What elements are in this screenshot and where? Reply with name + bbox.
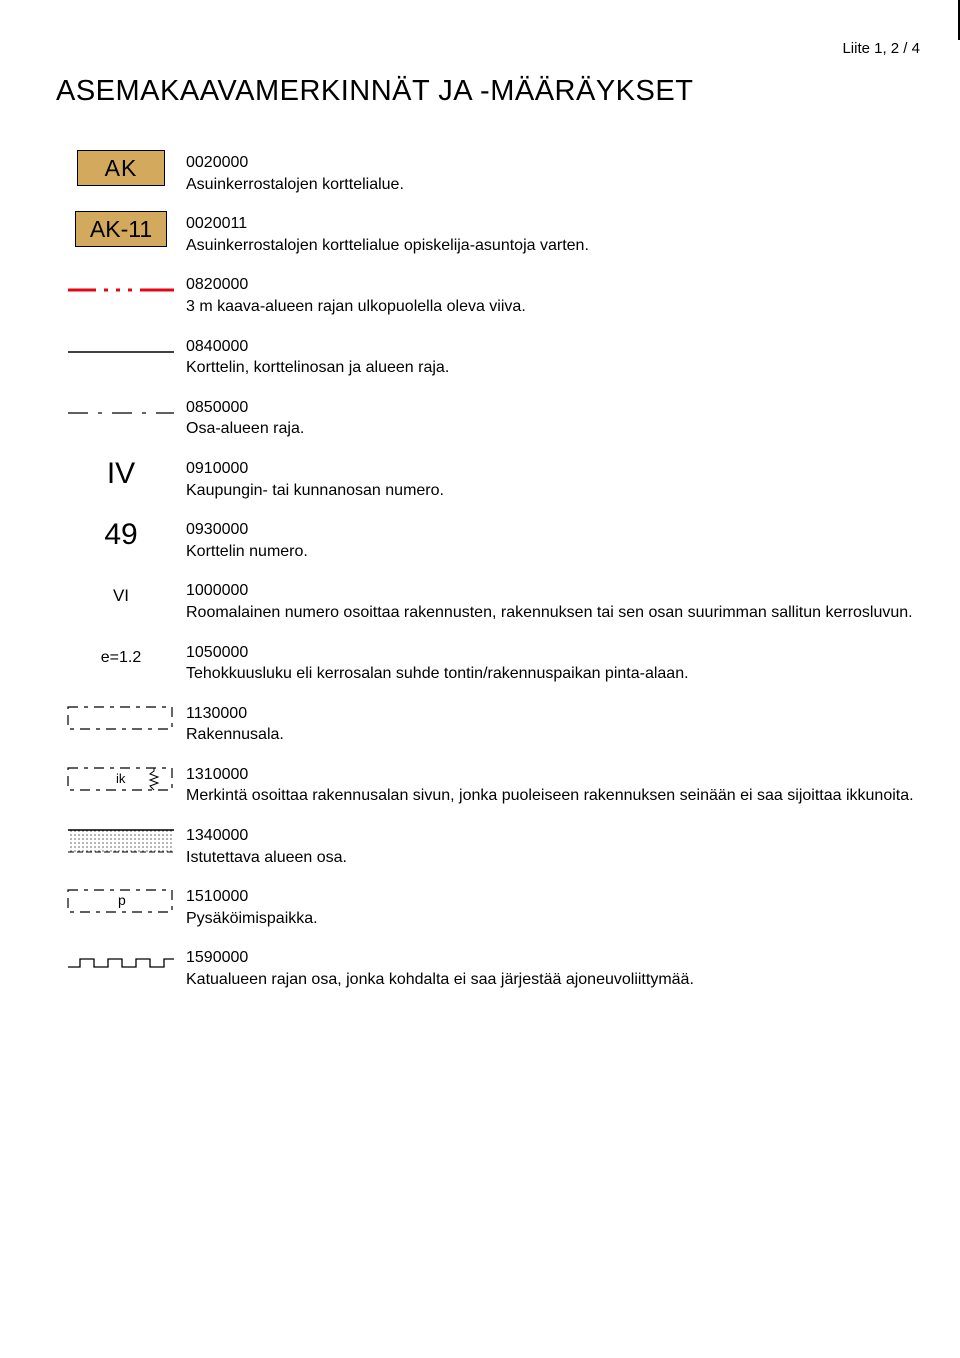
legend-code: 1590000: [186, 947, 916, 969]
legend-row: AK 0020000 Asuinkerrostalojen korttelial…: [56, 150, 916, 195]
symbol-box: AK-11: [75, 211, 167, 247]
legend-desc: Kaupungin- tai kunnanosan numero.: [186, 480, 916, 502]
legend-desc: Merkintä osoittaa rakennusalan sivun, jo…: [186, 785, 916, 807]
legend-row: 1590000 Katualueen rajan osa, jonka kohd…: [56, 945, 916, 990]
symbol-box: AK: [77, 150, 165, 186]
legend-code: 1050000: [186, 642, 916, 664]
legend-row: IV 0910000 Kaupungin- tai kunnanosan num…: [56, 456, 916, 501]
symbol-efficiency-ratio: e=1.2: [56, 640, 186, 676]
dotted-hatch-icon: [66, 826, 176, 856]
symbol-number-49: 49: [56, 517, 186, 553]
legend-row: 1340000 Istutettava alueen osa.: [56, 823, 916, 868]
symbol-ik-box: ik: [56, 762, 186, 798]
legend-desc: Istutettava alueen osa.: [186, 847, 916, 869]
legend-code: 0910000: [186, 458, 916, 480]
legend-row: p 1510000 Pysäköimispaikka.: [56, 884, 916, 929]
legend-desc: Osa-alueen raja.: [186, 418, 916, 440]
legend-text: 1510000 Pysäköimispaikka.: [186, 884, 916, 929]
symbol-ak-box: AK: [56, 150, 186, 186]
legend-code: 0020011: [186, 213, 916, 235]
legend-row: 0840000 Korttelin, korttelinosan ja alue…: [56, 334, 916, 379]
symbol-label: AK-11: [90, 216, 152, 243]
castellated-line-icon: [66, 953, 176, 973]
parking-box-icon: p: [66, 887, 176, 917]
legend-code: 0930000: [186, 519, 916, 541]
legend-desc: Roomalainen numero osoittaa rakennusten,…: [186, 602, 916, 624]
symbol-label: e=1.2: [101, 649, 141, 667]
legend-code: 1510000: [186, 886, 916, 908]
ik-box-icon: ik: [66, 765, 176, 795]
legend-text: 0020000 Asuinkerrostalojen korttelialue.: [186, 150, 916, 195]
legend-text: 0840000 Korttelin, korttelinosan ja alue…: [186, 334, 916, 379]
legend-row: ik 1310000 Merkintä osoittaa rakennusala…: [56, 762, 916, 807]
legend-desc: 3 m kaava-alueen rajan ulkopuolella olev…: [186, 296, 916, 318]
legend-code: 0820000: [186, 274, 916, 296]
legend-desc: Asuinkerrostalojen korttelialue.: [186, 174, 916, 196]
symbol-label: AK: [105, 155, 138, 182]
symbol-parking-box: p: [56, 884, 186, 920]
legend-code: 1340000: [186, 825, 916, 847]
symbol-castellated-line: [56, 945, 186, 981]
legend-desc: Rakennusala.: [186, 724, 916, 746]
legend-desc: Pysäköimispaikka.: [186, 908, 916, 930]
symbol-dash-dot-line: [56, 395, 186, 431]
legend-text: 1590000 Katualueen rajan osa, jonka kohd…: [186, 945, 916, 990]
legend-text: 0850000 Osa-alueen raja.: [186, 395, 916, 440]
symbol-dashed-box: [56, 701, 186, 737]
page-title: ASEMAKAAVAMERKINNÄT JA -MÄÄRÄYKSET: [56, 75, 693, 108]
symbol-red-dashdot-line: [56, 272, 186, 308]
p-label: p: [118, 892, 126, 908]
legend-row: VI 1000000 Roomalainen numero osoittaa r…: [56, 578, 916, 623]
symbol-dotted-hatch-box: [56, 823, 186, 859]
symbol-label: 49: [104, 518, 137, 552]
legend-text: 1340000 Istutettava alueen osa.: [186, 823, 916, 868]
legend-code: 0020000: [186, 152, 916, 174]
page-header: Liite 1, 2 / 4: [842, 40, 920, 57]
legend-row: e=1.2 1050000 Tehokkuusluku eli kerrosal…: [56, 640, 916, 685]
dashdot-line-icon: [66, 280, 176, 300]
symbol-ak11-box: AK-11: [56, 211, 186, 247]
legend-text: 0910000 Kaupungin- tai kunnanosan numero…: [186, 456, 916, 501]
legend-text: 0820000 3 m kaava-alueen rajan ulkopuole…: [186, 272, 916, 317]
symbol-roman-iv: IV: [56, 456, 186, 492]
legend-text: 1130000 Rakennusala.: [186, 701, 916, 746]
legend-desc: Katualueen rajan osa, jonka kohdalta ei …: [186, 969, 916, 991]
legend-text: 1000000 Roomalainen numero osoittaa rake…: [186, 578, 916, 623]
legend-row: 0820000 3 m kaava-alueen rajan ulkopuole…: [56, 272, 916, 317]
ik-label: ik: [116, 771, 126, 786]
legend-row: 0850000 Osa-alueen raja.: [56, 395, 916, 440]
legend-text: 1050000 Tehokkuusluku eli kerrosalan suh…: [186, 640, 916, 685]
symbol-roman-vi: VI: [56, 578, 186, 614]
legend-code: 0840000: [186, 336, 916, 358]
legend-desc: Asuinkerrostalojen korttelialue opiskeli…: [186, 235, 916, 257]
dash-dot-line-icon: [66, 403, 176, 423]
legend-text: 1310000 Merkintä osoittaa rakennusalan s…: [186, 762, 916, 807]
legend-list: AK 0020000 Asuinkerrostalojen korttelial…: [56, 150, 916, 1007]
symbol-label: IV: [107, 457, 135, 491]
legend-text: 0930000 Korttelin numero.: [186, 517, 916, 562]
legend-row: AK-11 0020011 Asuinkerrostalojen korttel…: [56, 211, 916, 256]
legend-code: 1310000: [186, 764, 916, 786]
symbol-solid-line: [56, 334, 186, 370]
symbol-label: VI: [113, 586, 129, 606]
legend-code: 0850000: [186, 397, 916, 419]
legend-desc: Korttelin, korttelinosan ja alueen raja.: [186, 357, 916, 379]
legend-desc: Tehokkuusluku eli kerrosalan suhde tonti…: [186, 663, 916, 685]
legend-row: 49 0930000 Korttelin numero.: [56, 517, 916, 562]
dashed-box-icon: [66, 704, 176, 734]
solid-line-icon: [66, 342, 176, 362]
legend-desc: Korttelin numero.: [186, 541, 916, 563]
legend-code: 1000000: [186, 580, 916, 602]
legend-text: 0020011 Asuinkerrostalojen korttelialue …: [186, 211, 916, 256]
legend-row: 1130000 Rakennusala.: [56, 701, 916, 746]
legend-code: 1130000: [186, 703, 916, 725]
